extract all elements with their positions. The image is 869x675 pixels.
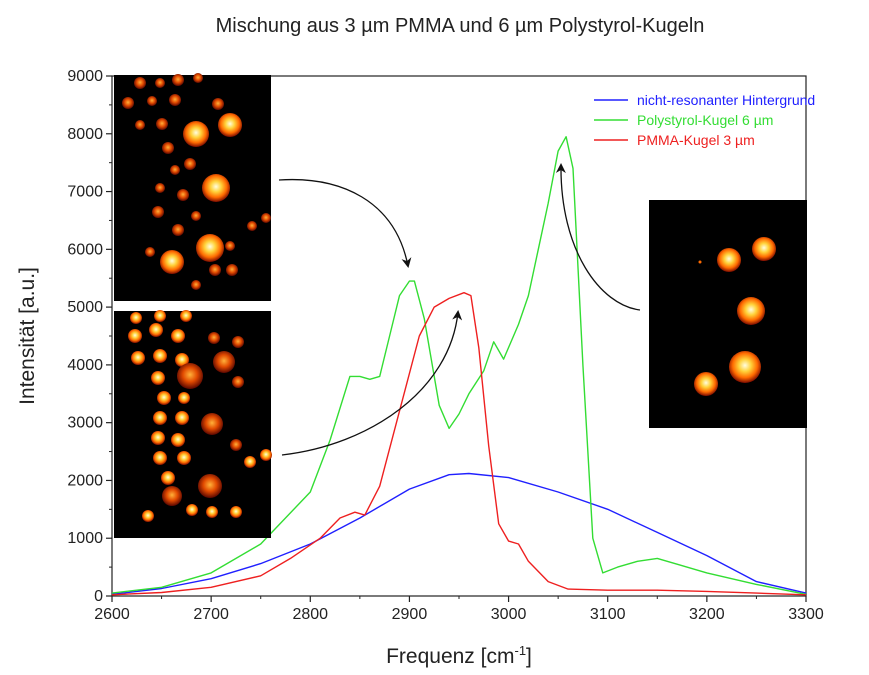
y-tick-label: 1000 xyxy=(67,530,103,547)
y-tick-label: 7000 xyxy=(67,184,103,201)
y-tick-label: 8000 xyxy=(67,126,103,143)
inset-particles xyxy=(122,73,271,290)
series-line-1 xyxy=(111,135,807,595)
y-tick-label: 6000 xyxy=(67,241,103,258)
y-tick-label: 9000 xyxy=(67,68,103,85)
y-axis-title: Intensität [a.u.] xyxy=(16,267,39,405)
x-tick-label: 2900 xyxy=(392,606,428,623)
inset-image-polystyrol-right xyxy=(649,200,807,428)
legend-label: nicht-resonanter Hintergrund xyxy=(637,92,815,108)
x-tick-label: 3200 xyxy=(689,606,725,623)
legend-label: Polystyrol-Kugel 6 µm xyxy=(637,112,773,128)
x-axis-ticks: 2600 2700 2800 2900 3000 3100 3200 3300 xyxy=(94,596,824,623)
x-tick-label: 2700 xyxy=(193,606,229,623)
x-tick-label: 2800 xyxy=(292,606,328,623)
legend: nicht-resonanter Hintergrund Polystyrol-K… xyxy=(594,92,815,148)
x-axis-title: Frequenz [cm-1] xyxy=(386,643,532,668)
y-tick-label: 2000 xyxy=(67,472,103,489)
series-line-0 xyxy=(111,472,807,595)
y-tick-label: 5000 xyxy=(67,299,103,316)
series-lines xyxy=(111,135,807,596)
arrow-pmma-bottom xyxy=(281,310,463,456)
chart-title: Mischung aus 3 µm PMMA und 6 µm Polystyr… xyxy=(216,15,705,37)
x-tick-label: 3300 xyxy=(788,606,824,623)
arrow-polystyrol-right xyxy=(555,163,641,311)
inset-particles xyxy=(694,237,776,396)
y-tick-label: 4000 xyxy=(67,357,103,374)
inset-particles xyxy=(128,310,272,522)
y-axis-ticks: 0 1000 2000 3000 4000 5000 6000 7000 8000 9000 xyxy=(67,68,112,605)
inset-image-polystyrol-top xyxy=(114,73,271,301)
legend-label: PMMA-Kugel 3 µm xyxy=(637,132,755,148)
plot-area: 2600 2700 2800 2900 3000 3100 3200 3300 0 1000 20… xyxy=(67,68,823,623)
series-line-2 xyxy=(111,292,807,596)
annotation-arrows xyxy=(278,163,641,456)
y-tick-label: 3000 xyxy=(67,415,103,432)
y-tick-label: 0 xyxy=(94,588,103,605)
arrow-polystyrol-top xyxy=(278,178,412,268)
inset-image-pmma-bottom xyxy=(114,310,272,538)
x-tick-label: 3100 xyxy=(590,606,626,623)
x-tick-label: 2600 xyxy=(94,606,130,623)
x-tick-label: 3000 xyxy=(491,606,527,623)
